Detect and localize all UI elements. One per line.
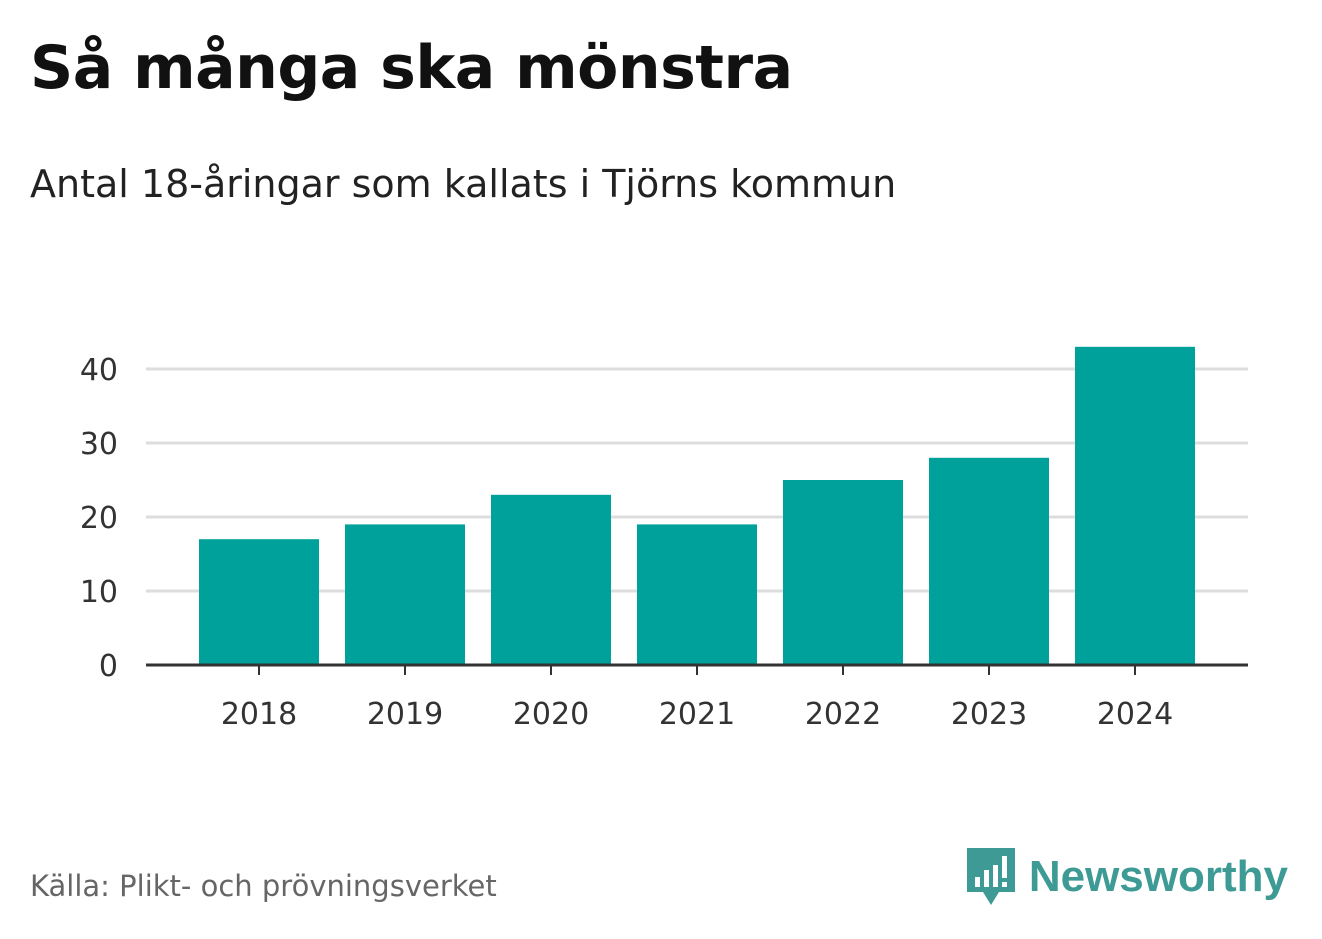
brand-name: Newsworthy	[1028, 852, 1288, 901]
y-tick-label-30: 30	[80, 427, 118, 462]
bar-2020	[491, 494, 611, 665]
bar-2018	[199, 539, 319, 665]
x-tick-label-2019: 2019	[367, 697, 443, 732]
x-tick-label-2024: 2024	[1097, 697, 1173, 732]
y-tick-label-0: 0	[99, 649, 118, 684]
bars	[199, 346, 1195, 665]
brand-logo: Newsworthy	[966, 848, 1288, 906]
newsworthy-logo-icon	[966, 848, 1015, 905]
x-tick-label-2021: 2021	[659, 697, 735, 732]
bar-2023	[929, 457, 1049, 665]
x-tick-label-2020: 2020	[513, 697, 589, 732]
bar-2021	[637, 524, 757, 665]
chart-title: Så många ska mönstra	[30, 33, 793, 103]
x-tick-label-2023: 2023	[951, 697, 1027, 732]
axes: 0 10 20 30 40 2018 2019 2020 2021 2022 2023 2024	[80, 353, 1248, 732]
x-tick-label-2018: 2018	[221, 697, 297, 732]
x-tick-label-2022: 2022	[805, 697, 881, 732]
chart-subtitle: Antal 18-åringar som kallats i Tjörns ko…	[30, 162, 897, 206]
y-tick-label-10: 10	[80, 575, 118, 610]
source-note: Källa: Plikt- och prövningsverket	[30, 869, 497, 903]
y-tick-label-20: 20	[80, 501, 118, 536]
bar-2024	[1075, 346, 1195, 665]
bar-2019	[345, 524, 465, 665]
y-tick-label-40: 40	[80, 353, 118, 388]
bar-2022	[783, 480, 903, 665]
